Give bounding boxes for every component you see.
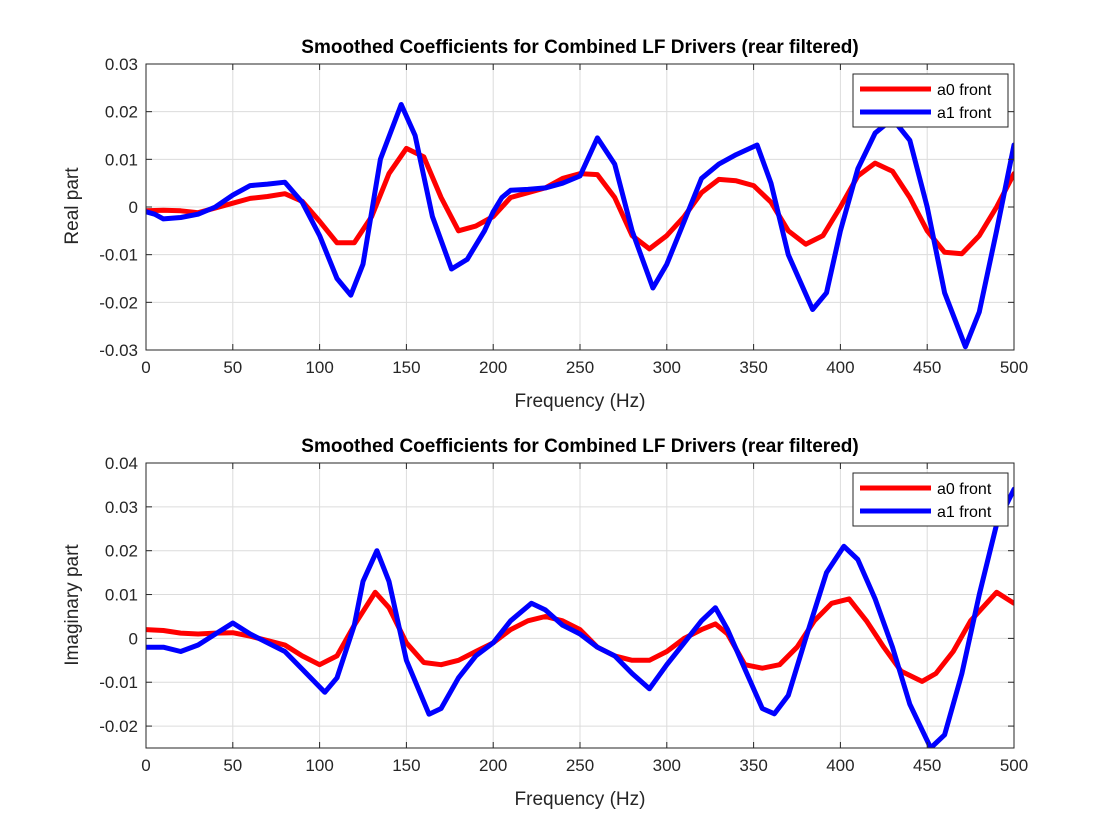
x-tick-label: 250 [566, 358, 594, 377]
x-tick-label: 50 [223, 358, 242, 377]
x-tick-label: 100 [305, 358, 333, 377]
legend: a0 front a1 front [852, 472, 1009, 527]
subplot-title: Smoothed Coefficients for Combined LF Dr… [301, 436, 858, 457]
x-axis-label: Frequency (Hz) [515, 789, 646, 810]
legend-box [852, 472, 1009, 527]
x-tick-label: 500 [1000, 358, 1028, 377]
y-tick-label: -0.03 [99, 341, 138, 360]
y-tick-label: 0 [129, 629, 138, 648]
x-tick-label: 350 [739, 358, 767, 377]
x-tick-label: 350 [739, 756, 767, 775]
y-tick-label: 0.03 [105, 55, 138, 74]
y-tick-label: 0.02 [105, 103, 138, 122]
y-tick-label: -0.02 [99, 717, 138, 736]
x-tick-label: 300 [653, 358, 681, 377]
y-axis-label: Real part [62, 167, 83, 245]
y-tick-label: 0.01 [105, 586, 138, 605]
series-group [146, 102, 1014, 350]
x-tick-label: 400 [826, 358, 854, 377]
y-tick-label: 0.02 [105, 542, 138, 561]
y-tick-label: 0.03 [105, 498, 138, 517]
x-tick-label: 500 [1000, 756, 1028, 775]
series-group [146, 486, 1014, 748]
x-tick-label: 100 [305, 756, 333, 775]
x-tick-label: 0 [141, 358, 150, 377]
x-tick-label: 300 [653, 756, 681, 775]
legend-label: a0 front [937, 82, 992, 99]
legend: a0 front a1 front [852, 73, 1009, 128]
series-line-a1-front [146, 486, 1014, 748]
x-tick-label: 150 [392, 756, 420, 775]
y-tick-label: 0.04 [105, 454, 138, 473]
x-tick-label: 450 [913, 756, 941, 775]
y-tick-label: -0.01 [99, 246, 138, 265]
subplot-title: Smoothed Coefficients for Combined LF Dr… [301, 37, 858, 58]
y-tick-label: 0.01 [105, 150, 138, 169]
y-axis-label: Imaginary part [62, 544, 83, 666]
x-tick-label: 250 [566, 756, 594, 775]
legend-label: a0 front [937, 481, 992, 498]
y-tick-label: -0.02 [99, 293, 138, 312]
legend-box [852, 73, 1009, 128]
real-part-subplot: Smoothed Coefficients for Combined LF Dr… [62, 37, 1028, 412]
y-tick-label: 0 [129, 198, 138, 217]
x-tick-label: 400 [826, 756, 854, 775]
x-axis-label: Frequency (Hz) [515, 391, 646, 412]
x-tick-label: 200 [479, 358, 507, 377]
x-tick-label: 150 [392, 358, 420, 377]
y-tick-label: -0.01 [99, 673, 138, 692]
x-tick-label: 450 [913, 358, 941, 377]
legend-label: a1 front [937, 504, 992, 521]
x-tick-label: 0 [141, 756, 150, 775]
x-tick-label: 50 [223, 756, 242, 775]
series-line-a1-front [146, 102, 1014, 350]
x-tick-label: 200 [479, 756, 507, 775]
legend-label: a1 front [937, 105, 992, 122]
imaginary-part-subplot: Smoothed Coefficients for Combined LF Dr… [62, 436, 1028, 810]
series-line-a0-front [146, 589, 1014, 684]
